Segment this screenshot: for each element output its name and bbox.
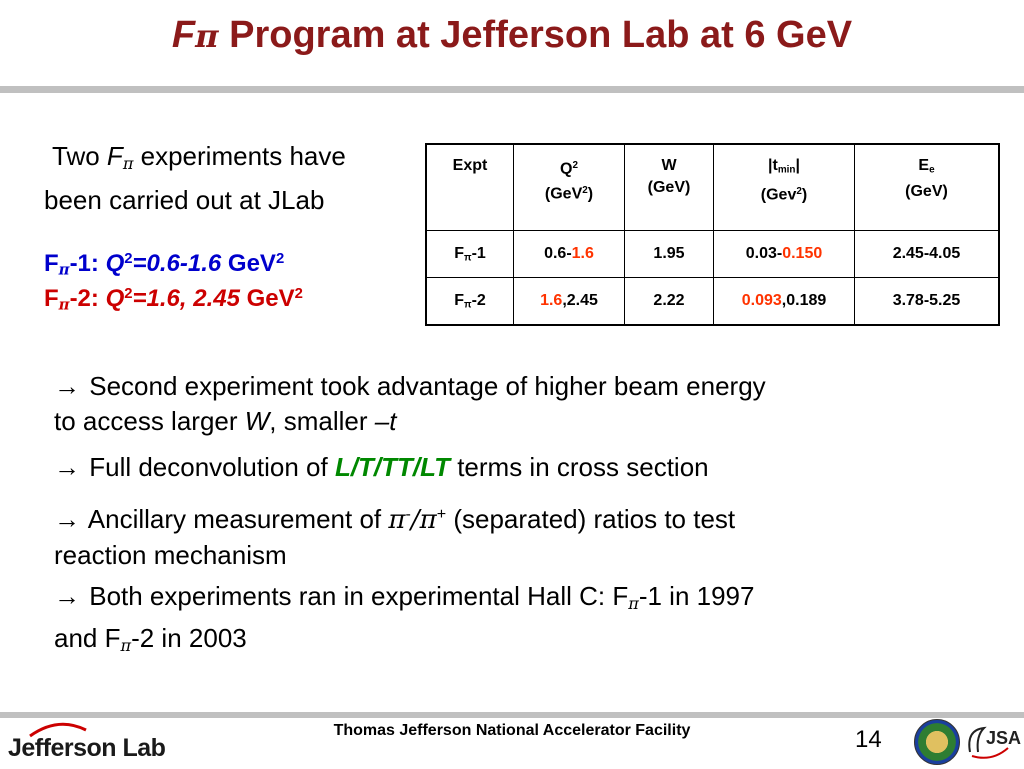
arrow-icon: → <box>54 452 80 482</box>
exp2-q-exp: 2 <box>124 285 133 302</box>
cell-expt: Fπ-1 <box>425 229 514 278</box>
cell-w: 2.22 <box>624 276 714 326</box>
exp1-unit: GeV <box>221 250 276 277</box>
experiment-2-range: Fπ-2: Q2=1.6, 2.45 GeV2 <box>44 285 303 314</box>
arrow-icon: → <box>54 371 80 401</box>
page-number: 14 <box>855 726 882 753</box>
exp1-range: =0.6-1.6 <box>132 250 222 277</box>
jsa-logo: JSA <box>962 722 1022 764</box>
header-ee: Ee (GeV) <box>854 143 1000 231</box>
jsa-logo-icon <box>968 726 1009 759</box>
table-row: Fπ-2 1.6,2.45 2.22 0.093,0.189 3.78-5.25 <box>425 276 1000 326</box>
cell-tmin: 0.03-0.150 <box>713 229 855 278</box>
experiment-1-range: Fπ-1: Q2=0.6-1.6 GeV2 <box>44 250 284 279</box>
header-expt: Expt <box>425 143 514 231</box>
logo-swoosh-icon <box>29 722 87 738</box>
cell-ee: 2.45-4.05 <box>854 229 1000 278</box>
title-pi: π <box>195 17 219 55</box>
bullet-4: → Both experiments ran in experimental H… <box>54 581 755 656</box>
intro-text: Two Fπ experiments have been carried out… <box>44 138 414 218</box>
bullet-2: → Full deconvolution of L/T/TT/LT terms … <box>54 450 934 485</box>
exp2-prefix: F <box>44 285 59 312</box>
intro-f: F <box>106 141 123 171</box>
cell-q2: 0.6-1.6 <box>513 229 625 278</box>
arrow-icon: → <box>54 503 80 534</box>
header-w: W (GeV) <box>624 143 714 231</box>
intro-line-1b: experiments have <box>133 141 346 171</box>
experiment-table: Expt Q2 (GeV2) W (GeV) |tmin| (Gev2) Ee (GeV… <box>425 143 1000 326</box>
arrow-icon: → <box>54 581 80 611</box>
footer-divider <box>0 712 1024 718</box>
cell-q2: 1.6,2.45 <box>513 276 625 326</box>
exp2-label: -2: <box>69 285 106 312</box>
cell-ee: 3.78-5.25 <box>854 276 1000 326</box>
footer-text: Thomas Jefferson National Accelerator Fa… <box>333 722 691 739</box>
exp2-q: Q <box>105 285 125 312</box>
cell-tmin: 0.093,0.189 <box>713 276 855 326</box>
jefferson-lab-logo: Jefferson Lab <box>6 720 166 764</box>
bullet-3: → Ancillary measurement of π-/π+ (separa… <box>54 503 736 570</box>
header-q2: Q2 (GeV2) <box>513 143 625 231</box>
cell-w: 1.95 <box>624 229 714 278</box>
title-f: F <box>171 14 196 56</box>
cell-expt: Fπ-2 <box>425 276 514 326</box>
intro-line-2: been carried out at JLab <box>44 185 325 216</box>
exp1-pi: π <box>58 260 70 279</box>
table-row: Fπ-1 0.6-1.6 1.95 0.03-0.150 2.45-4.05 <box>425 229 1000 278</box>
bullet-1: → Second experiment took advantage of hi… <box>54 371 766 436</box>
exp1-unit-exp: 2 <box>275 250 285 267</box>
exp2-unit: GeV <box>239 285 295 312</box>
exp1-q-exp: 2 <box>124 250 133 267</box>
doe-seal-icon <box>914 719 960 765</box>
exp2-unit-exp: 2 <box>294 285 303 302</box>
exp1-q: Q <box>105 250 125 277</box>
title-divider <box>0 86 1024 93</box>
exp2-range: =1.6, 2.45 <box>132 285 240 312</box>
intro-line-1a: Two <box>52 141 107 171</box>
exp1-label: -1: <box>69 250 106 277</box>
exp2-pi: π <box>58 295 70 314</box>
intro-pi: π <box>122 154 134 174</box>
exp1-prefix: F <box>44 250 59 277</box>
title-text: Program at Jefferson Lab at 6 GeV <box>218 14 853 56</box>
table-header-row: Expt Q2 (GeV2) W (GeV) |tmin| (Gev2) Ee (GeV… <box>425 143 1000 231</box>
header-tmin: |tmin| (Gev2) <box>713 143 855 231</box>
page-title: Fπ Program at Jefferson Lab at 6 GeV <box>0 14 1024 57</box>
